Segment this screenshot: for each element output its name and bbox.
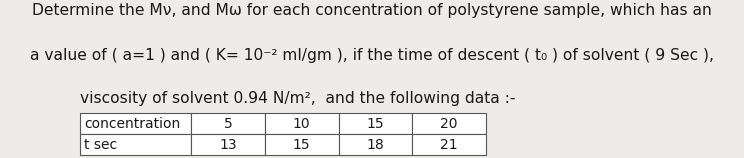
Text: 15: 15 xyxy=(367,117,384,131)
Bar xyxy=(412,113,486,134)
Text: t sec: t sec xyxy=(84,138,118,152)
Bar xyxy=(80,134,191,155)
Bar xyxy=(191,134,265,155)
Text: 21: 21 xyxy=(440,138,458,152)
Text: 18: 18 xyxy=(367,138,385,152)
Text: Determine the Mν, and Mω for each concentration of polystyrene sample, which has: Determine the Mν, and Mω for each concen… xyxy=(32,3,712,18)
Text: 5: 5 xyxy=(224,117,232,131)
Bar xyxy=(80,113,191,134)
Text: viscosity of solvent 0.94 N/m²,  and the following data :-: viscosity of solvent 0.94 N/m², and the … xyxy=(80,91,516,106)
Text: a value of ( a=1 ) and ( K= 10⁻² ml/gm ), if the time of descent ( t₀ ) of solve: a value of ( a=1 ) and ( K= 10⁻² ml/gm )… xyxy=(30,48,714,63)
Text: concentration: concentration xyxy=(84,117,181,131)
Bar xyxy=(339,113,412,134)
Bar xyxy=(191,113,265,134)
Bar xyxy=(339,134,412,155)
Text: 20: 20 xyxy=(440,117,458,131)
Text: 13: 13 xyxy=(219,138,237,152)
Bar xyxy=(412,134,486,155)
Text: 10: 10 xyxy=(293,117,310,131)
Bar xyxy=(265,134,339,155)
Bar xyxy=(265,113,339,134)
Text: 15: 15 xyxy=(293,138,310,152)
